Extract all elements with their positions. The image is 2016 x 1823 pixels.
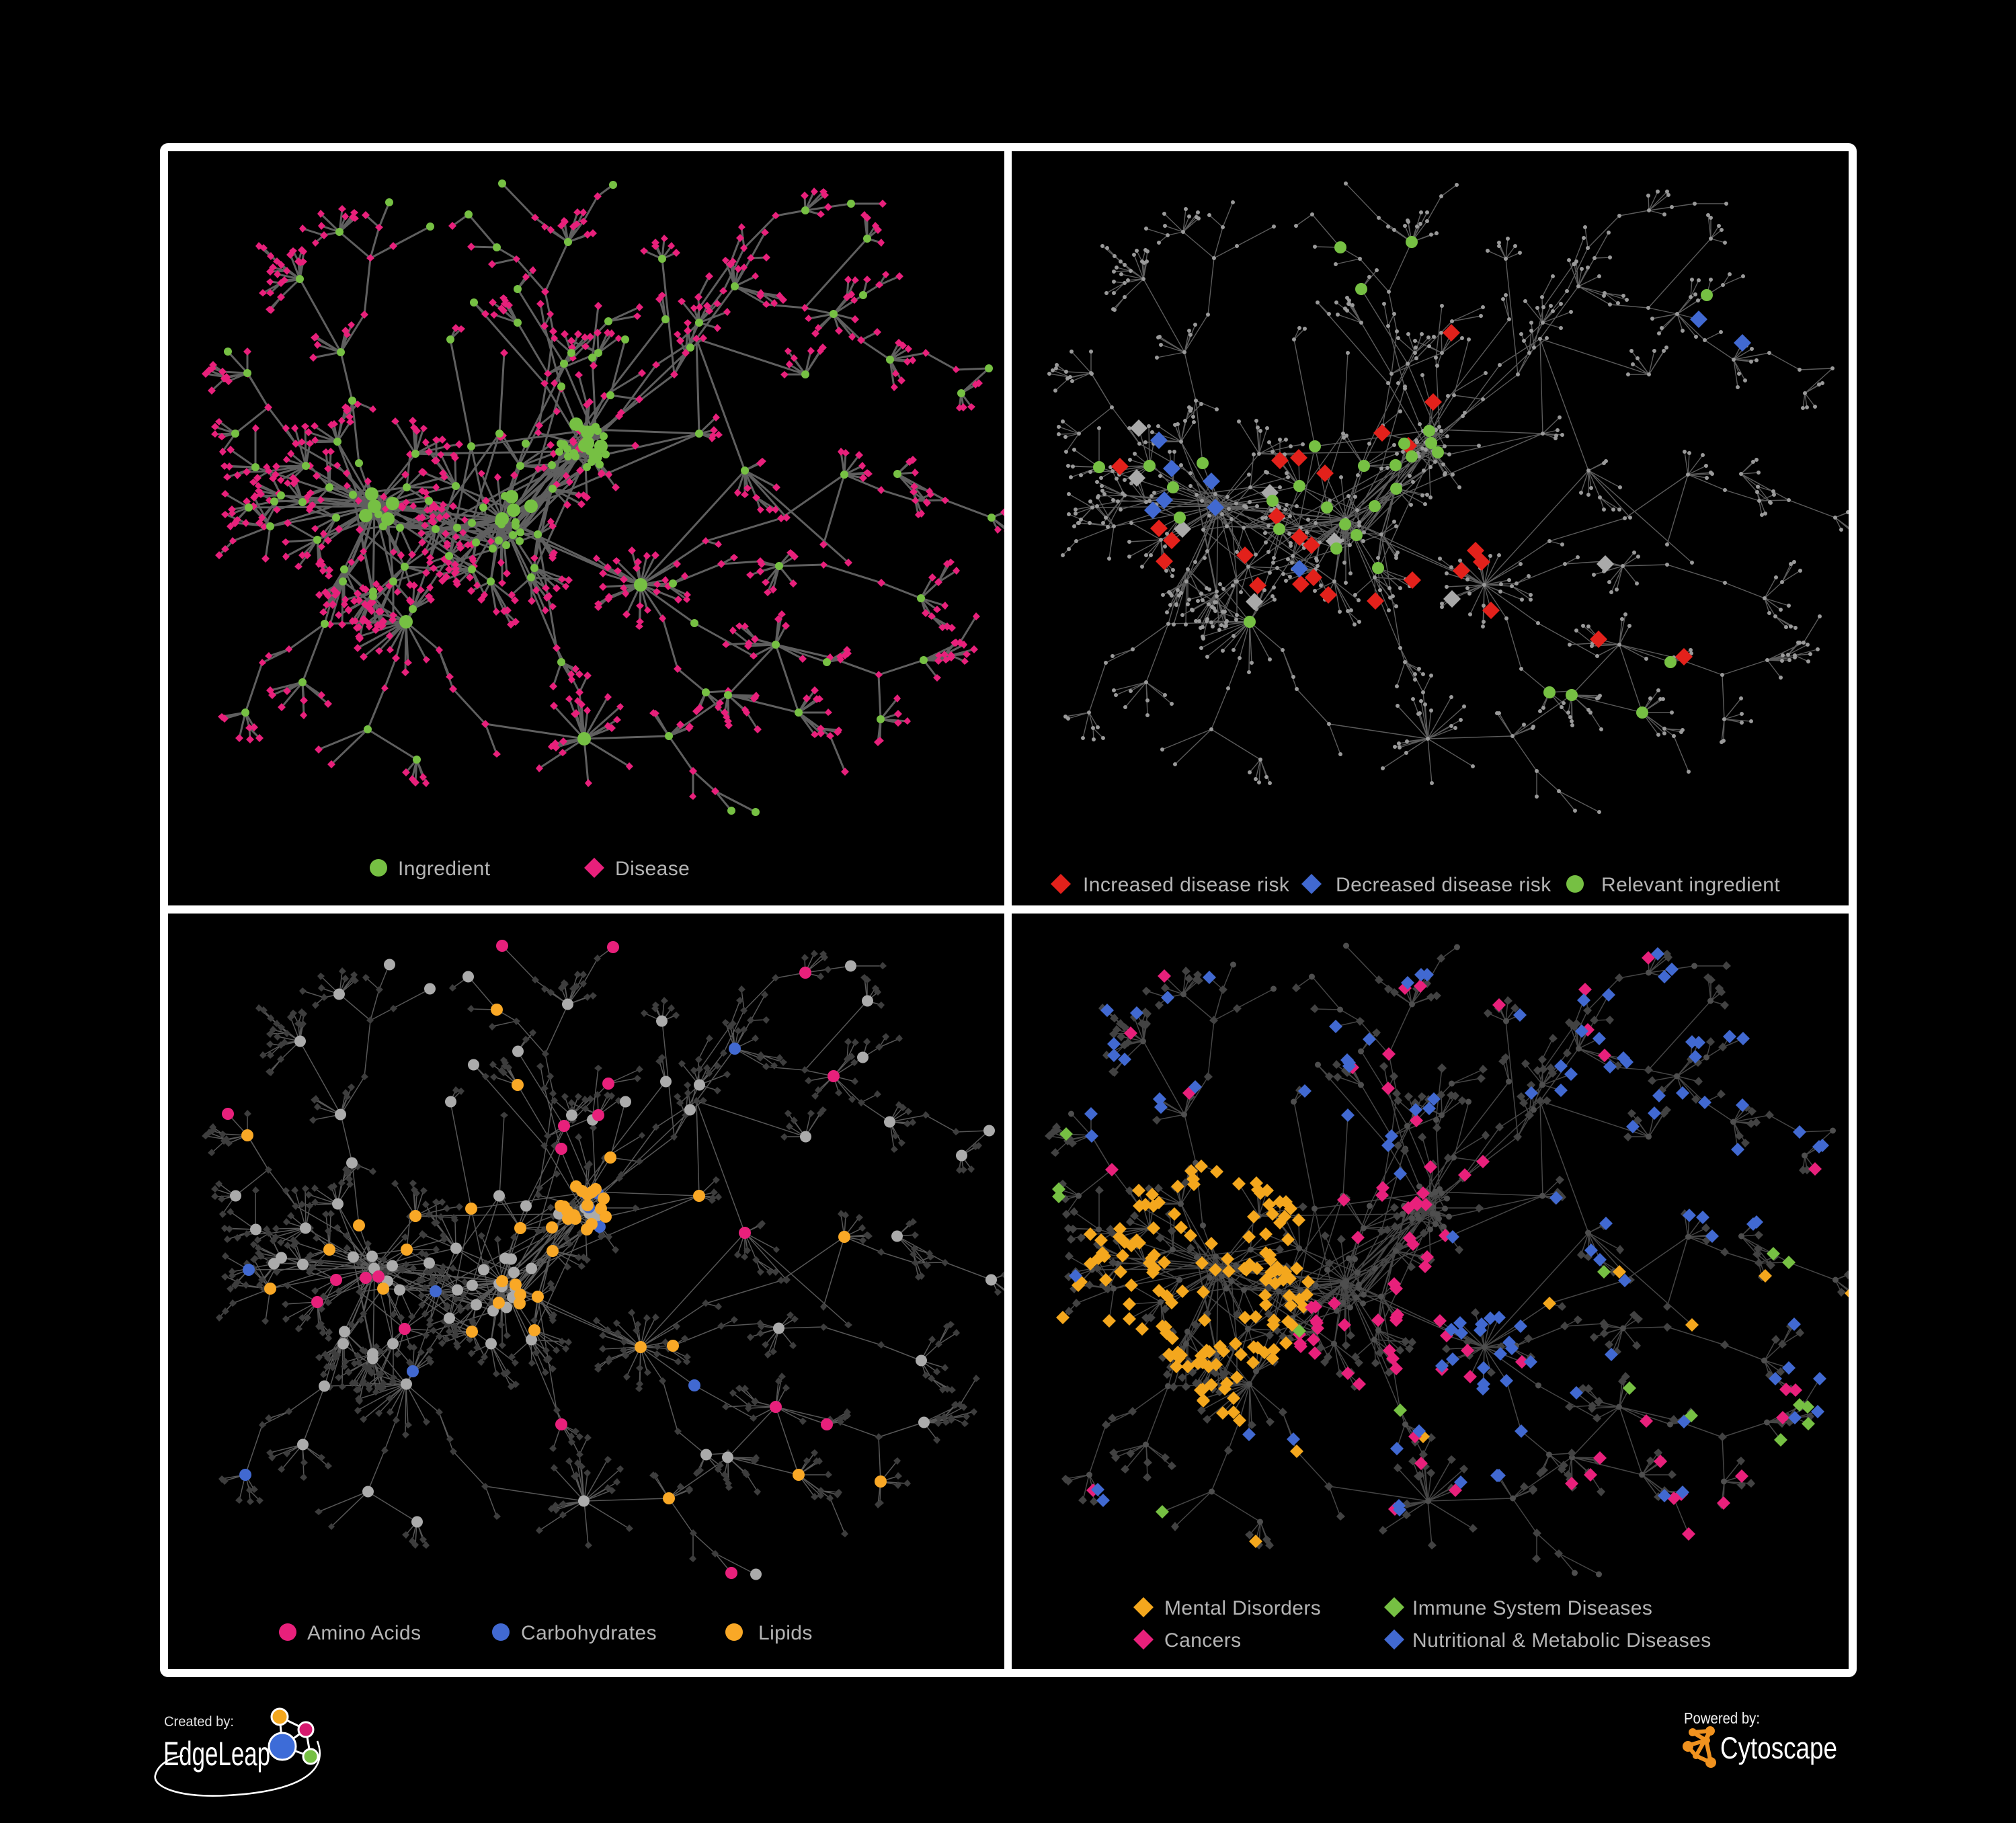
svg-text:Immune System Diseases: Immune System Diseases	[1412, 1597, 1652, 1619]
svg-text:Ingredient: Ingredient	[398, 858, 491, 880]
svg-text:Mental Disorders: Mental Disorders	[1164, 1597, 1321, 1619]
svg-text:Nutritional & Metabolic Diseas: Nutritional & Metabolic Diseases	[1412, 1629, 1711, 1652]
svg-text:Powered by:: Powered by:	[1684, 1709, 1760, 1727]
svg-text:Disease: Disease	[615, 858, 690, 880]
svg-text:Amino Acids: Amino Acids	[307, 1622, 421, 1644]
svg-text:Decreased disease risk: Decreased disease risk	[1336, 874, 1551, 896]
svg-text:EdgeLeap: EdgeLeap	[163, 1735, 270, 1773]
svg-text:Created by:: Created by:	[164, 1714, 234, 1730]
svg-text:Cancers: Cancers	[1164, 1629, 1242, 1652]
svg-text:Lipids: Lipids	[758, 1622, 813, 1644]
svg-text:Carbohydrates: Carbohydrates	[521, 1622, 657, 1644]
svg-text:Relevant ingredient: Relevant ingredient	[1601, 874, 1780, 896]
svg-text:Increased disease risk: Increased disease risk	[1083, 874, 1290, 896]
svg-text:Cytoscape: Cytoscape	[1720, 1731, 1837, 1765]
